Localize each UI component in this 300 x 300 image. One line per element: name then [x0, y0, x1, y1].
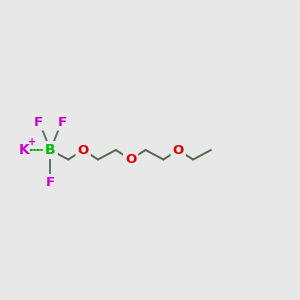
Text: F: F: [46, 176, 55, 189]
Text: O: O: [77, 143, 89, 157]
Text: O: O: [125, 153, 136, 166]
Text: +: +: [28, 137, 36, 147]
Text: F: F: [58, 116, 67, 129]
Text: O: O: [172, 143, 184, 157]
Text: F: F: [34, 116, 43, 129]
Text: B: B: [45, 143, 56, 157]
Text: K: K: [18, 143, 29, 157]
